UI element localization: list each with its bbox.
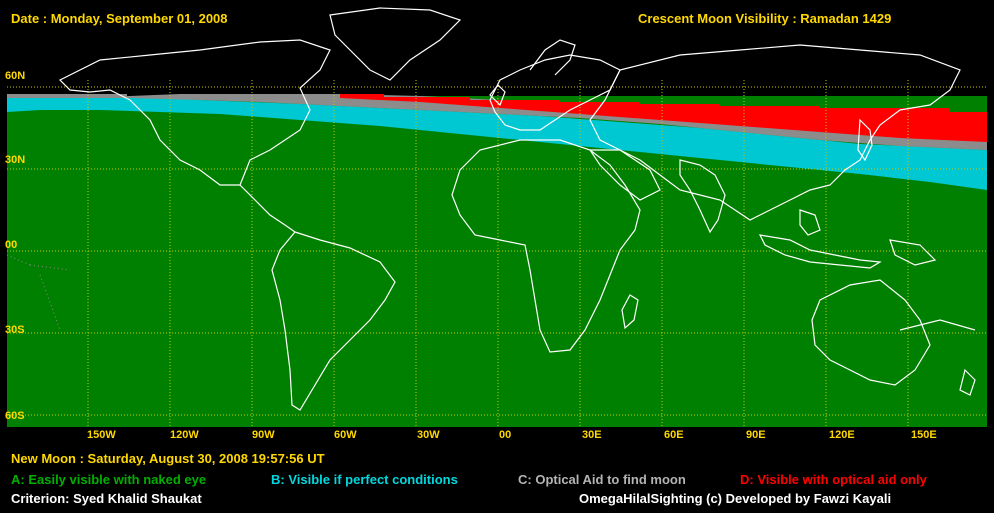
lon-label-90w: 90W: [252, 429, 275, 441]
lon-label-120e: 120E: [829, 429, 855, 441]
new-moon-time: New Moon : Saturday, August 30, 2008 19:…: [11, 451, 325, 466]
legend-b: B: Visible if perfect conditions: [271, 472, 458, 487]
map-title: Crescent Moon Visibility : Ramadan 1429: [638, 11, 892, 26]
lat-label-30s: 30S: [5, 324, 25, 336]
lon-label-30e: 30E: [582, 429, 602, 441]
zone-c-fringe: [7, 94, 127, 98]
credit: OmegaHilalSighting (c) Developed by Fawz…: [579, 491, 892, 506]
lon-label-150e: 150E: [911, 429, 937, 441]
zone-d-band: [340, 94, 987, 142]
lat-label-60n: 60N: [5, 70, 26, 82]
graticule: [7, 80, 987, 427]
lat-label-00: 00: [5, 239, 18, 251]
lat-label-30n: 30N: [5, 154, 26, 166]
lat-label-60s: 60S: [5, 410, 25, 422]
legend-c: C: Optical Aid to find moon: [518, 472, 686, 487]
lon-label-90e: 90E: [746, 429, 766, 441]
lon-label-30w: 30W: [417, 429, 440, 441]
legend-d: D: Visible with optical aid only: [740, 472, 927, 487]
coastlines: [58, 7, 976, 411]
legend-a: A: Easily visible with naked eye: [11, 472, 207, 487]
lon-label-00: 00: [499, 429, 512, 441]
lon-label-120w: 120W: [170, 429, 199, 441]
lon-label-60w: 60W: [334, 429, 357, 441]
lon-label-60e: 60E: [664, 429, 684, 441]
lon-label-150w: 150W: [87, 429, 116, 441]
criterion: Criterion: Syed Khalid Shaukat: [11, 491, 202, 506]
pacific-dotted-markers: [6, 254, 71, 331]
map-date: Date : Monday, September 01, 2008: [11, 11, 228, 26]
